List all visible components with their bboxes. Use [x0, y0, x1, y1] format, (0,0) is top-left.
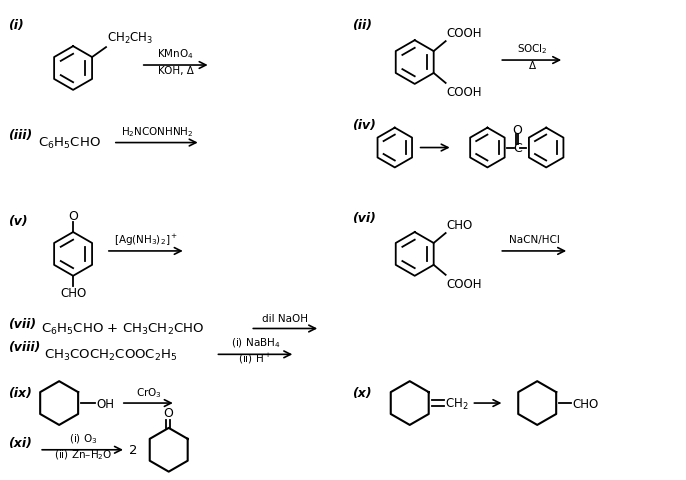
Text: Δ: Δ	[529, 61, 536, 71]
Text: (i) NaBH$_4$: (i) NaBH$_4$	[230, 336, 280, 349]
Text: SOCl$_2$: SOCl$_2$	[517, 42, 547, 56]
Text: (vi): (vi)	[352, 212, 376, 225]
Text: (ii): (ii)	[352, 19, 372, 32]
Text: (vii): (vii)	[8, 317, 36, 330]
Text: CHO: CHO	[572, 397, 598, 410]
Text: COOH: COOH	[447, 277, 482, 290]
Text: (i): (i)	[8, 19, 24, 32]
Text: O: O	[163, 407, 173, 420]
Text: (x): (x)	[352, 386, 372, 399]
Text: (iv): (iv)	[352, 119, 376, 132]
Text: CHO: CHO	[447, 218, 473, 231]
Text: C: C	[513, 142, 521, 155]
Text: (ii) H$^+$: (ii) H$^+$	[239, 351, 272, 366]
Text: C$_6$H$_5$CHO + CH$_3$CH$_2$CHO: C$_6$H$_5$CHO + CH$_3$CH$_2$CHO	[41, 321, 204, 336]
Text: CH$_3$COCH$_2$COOC$_2$H$_5$: CH$_3$COCH$_2$COOC$_2$H$_5$	[44, 347, 178, 362]
Text: (i) O$_3$: (i) O$_3$	[69, 431, 97, 445]
Text: CrO$_3$: CrO$_3$	[136, 385, 162, 399]
Text: dil NaOH: dil NaOH	[262, 313, 308, 323]
Text: KOH, Δ: KOH, Δ	[158, 66, 193, 76]
Text: COOH: COOH	[447, 86, 482, 99]
Text: KMnO$_4$: KMnO$_4$	[157, 47, 194, 61]
Text: (iii): (iii)	[8, 128, 33, 141]
Text: (viii): (viii)	[8, 341, 40, 354]
Text: 2: 2	[129, 444, 137, 456]
Text: (xi): (xi)	[8, 436, 32, 449]
Text: CHO: CHO	[60, 287, 86, 300]
Text: H$_2$NCONHNH$_2$: H$_2$NCONHNH$_2$	[121, 124, 193, 138]
Text: CH$_2$CH$_3$: CH$_2$CH$_3$	[107, 31, 154, 46]
Text: (ii) Zn–H$_2$O: (ii) Zn–H$_2$O	[54, 447, 113, 461]
Text: O: O	[512, 124, 522, 137]
Text: (ix): (ix)	[8, 386, 32, 399]
Text: OH: OH	[96, 397, 114, 410]
Text: [Ag(NH$_3$)$_2$]$^+$: [Ag(NH$_3$)$_2$]$^+$	[114, 232, 178, 247]
Text: O: O	[68, 209, 78, 222]
Text: NaCN/HCl: NaCN/HCl	[509, 235, 560, 244]
Text: COOH: COOH	[447, 27, 482, 40]
Text: C$_6$H$_5$CHO: C$_6$H$_5$CHO	[38, 136, 101, 151]
Text: CH$_2$: CH$_2$	[445, 396, 468, 411]
Text: (v): (v)	[8, 215, 28, 228]
